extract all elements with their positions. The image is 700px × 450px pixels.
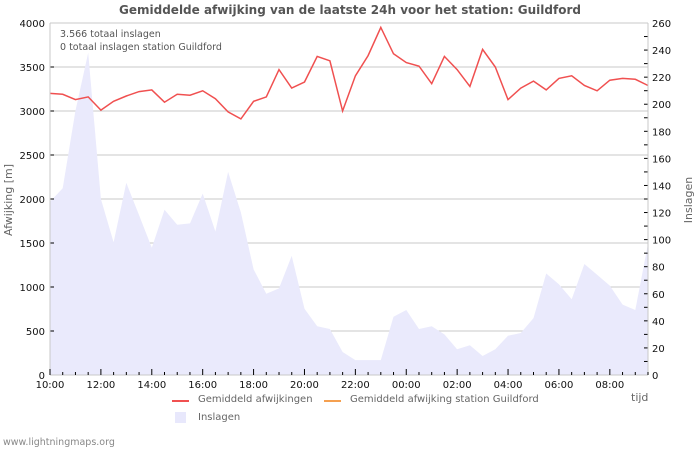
svg-text:40: 40 (652, 317, 665, 328)
svg-text:240: 240 (652, 46, 671, 57)
x-axis-title: tijd (631, 391, 649, 404)
svg-text:3500: 3500 (20, 63, 45, 74)
svg-text:22:00: 22:00 (341, 380, 370, 391)
svg-text:100: 100 (652, 236, 671, 247)
svg-text:260: 260 (652, 19, 671, 30)
legend-strikes-label: Inslagen (198, 412, 241, 423)
svg-text:200: 200 (652, 100, 671, 111)
svg-text:1500: 1500 (20, 239, 45, 250)
svg-text:4000: 4000 (20, 19, 45, 30)
svg-text:2500: 2500 (20, 151, 45, 162)
legend-strikes-swatch (175, 412, 186, 423)
svg-text:02:00: 02:00 (443, 380, 472, 391)
legend-deviation-swatch (172, 400, 189, 402)
legend-station-swatch (324, 400, 341, 402)
svg-text:60: 60 (652, 290, 665, 301)
station-strikes-text: 0 totaal inslagen station Guildford (60, 42, 222, 53)
svg-text:180: 180 (652, 127, 671, 138)
axes (49, 22, 649, 376)
svg-text:80: 80 (652, 263, 665, 274)
svg-text:1000: 1000 (20, 283, 45, 294)
svg-text:120: 120 (652, 209, 671, 220)
svg-text:18:00: 18:00 (239, 380, 268, 391)
legend-deviation-label: Gemiddeld afwijkingen (198, 394, 313, 405)
svg-text:04:00: 04:00 (494, 380, 523, 391)
svg-text:2000: 2000 (20, 195, 45, 206)
left-axis-title: Afwijking [m] (2, 164, 15, 236)
svg-text:12:00: 12:00 (86, 380, 115, 391)
svg-text:220: 220 (652, 73, 671, 84)
svg-text:0: 0 (652, 371, 658, 382)
svg-text:3000: 3000 (20, 107, 45, 118)
svg-text:06:00: 06:00 (545, 380, 574, 391)
strikes-area (50, 52, 648, 376)
deviation-line (49, 25, 649, 120)
svg-text:08:00: 08:00 (595, 380, 624, 391)
chart-title: Gemiddelde afwijking van de laatste 24h … (119, 3, 581, 17)
svg-text:20: 20 (652, 344, 665, 355)
footer-credit: www.lightningmaps.org (3, 437, 115, 448)
svg-text:00:00: 00:00 (392, 380, 421, 391)
svg-text:10:00: 10:00 (36, 380, 65, 391)
right-axis-title: Inslagen (682, 177, 695, 223)
svg-text:140: 140 (652, 181, 671, 192)
legend-station-label: Gemiddeld afwijking station Guildford (350, 394, 539, 405)
tick-labels: 0 500 1000 1500 2000 2500 3000 3500 4000 0 20 40 60 8… (20, 19, 672, 391)
svg-text:160: 160 (652, 154, 671, 165)
svg-text:16:00: 16:00 (188, 380, 217, 391)
svg-text:20:00: 20:00 (290, 380, 319, 391)
svg-text:500: 500 (26, 327, 45, 338)
total-strikes-text: 3.566 totaal inslagen (60, 29, 161, 40)
svg-text:14:00: 14:00 (137, 380, 166, 391)
svg-text:0: 0 (39, 371, 45, 382)
